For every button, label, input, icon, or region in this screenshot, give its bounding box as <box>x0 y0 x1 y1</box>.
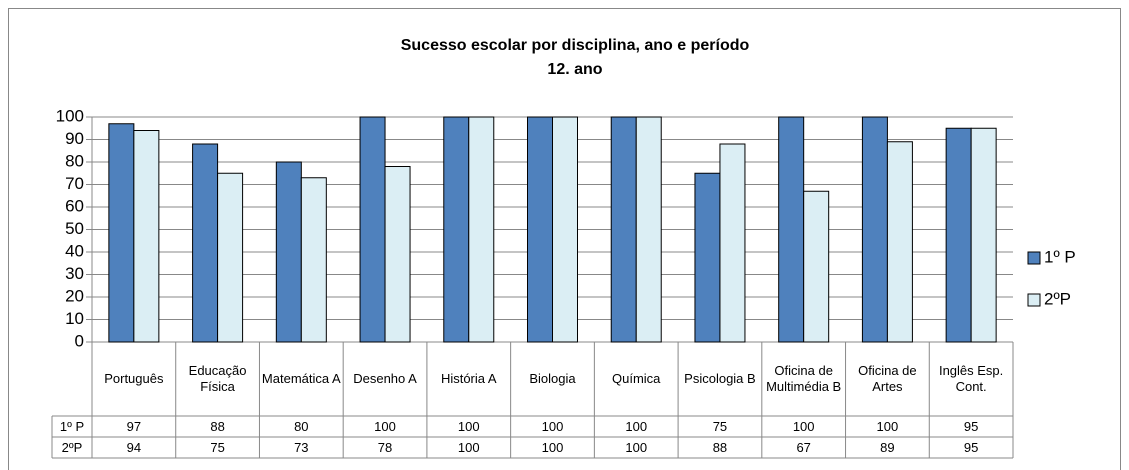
table-value: 100 <box>374 418 396 434</box>
table-value: 89 <box>880 439 895 455</box>
y-tick-label: 70 <box>65 174 84 193</box>
table-value: 67 <box>796 439 811 455</box>
bar <box>886 141 913 343</box>
y-tick-label: 0 <box>75 331 84 350</box>
table-value: 94 <box>126 439 142 455</box>
table-value: 80 <box>294 418 309 434</box>
bar <box>635 116 662 343</box>
bar <box>443 116 470 343</box>
table-value: 95 <box>963 439 979 455</box>
table-value: 88 <box>210 418 225 434</box>
table-value: 100 <box>457 418 480 434</box>
category-label: Matemática A <box>261 371 341 386</box>
legend-swatch <box>1027 293 1041 307</box>
bar <box>610 116 637 343</box>
category-label: Oficina de Multimédia B <box>766 363 842 394</box>
table-value: 88 <box>712 439 728 455</box>
bar <box>861 116 888 343</box>
bar <box>945 127 972 343</box>
y-tick-label: 40 <box>65 241 84 260</box>
bar <box>803 190 830 343</box>
bar <box>719 143 746 343</box>
bar <box>300 177 327 343</box>
category-label: Desenho A <box>353 371 417 386</box>
table-value: 100 <box>625 439 648 455</box>
legend-label: 2ºP <box>1044 289 1071 308</box>
bar <box>359 116 386 343</box>
table-value: 97 <box>126 418 142 434</box>
y-tick-label: 30 <box>65 264 84 283</box>
category-label: Português <box>104 371 164 386</box>
y-tick-label: 60 <box>65 196 84 215</box>
chart-subtitle: 12. ano <box>547 61 602 78</box>
table-value: 78 <box>377 439 393 455</box>
chart-title: Sucesso escolar por disciplina, ano e pe… <box>401 37 750 54</box>
legend-swatch <box>1027 251 1041 265</box>
row-label: 2ºP <box>61 439 83 455</box>
bar <box>108 123 135 343</box>
category-label: História A <box>440 371 497 386</box>
category-label: Oficina de Artes <box>858 363 917 394</box>
table-value: 100 <box>876 418 899 434</box>
y-tick-label: 90 <box>65 129 84 148</box>
bar <box>192 143 219 343</box>
table-value: 100 <box>541 418 564 434</box>
table-value: 73 <box>294 439 309 455</box>
category-label: Biologia <box>529 371 576 386</box>
category-label: Inglês Esp. Cont. <box>938 363 1004 394</box>
bar <box>217 172 244 343</box>
y-tick-label: 80 <box>65 151 84 170</box>
bar <box>527 116 553 343</box>
row-label: 1º P <box>59 418 85 434</box>
category-label: Química <box>612 371 661 386</box>
table-value: 75 <box>210 439 225 455</box>
bar <box>468 116 495 343</box>
y-tick-label: 10 <box>65 309 84 328</box>
table-value: 95 <box>963 418 979 434</box>
table-value: 75 <box>712 418 728 434</box>
bar <box>133 130 160 343</box>
bar <box>694 172 721 343</box>
category-label: Educação Física <box>188 363 247 394</box>
table-value: 100 <box>625 418 648 434</box>
bar <box>970 127 997 343</box>
bar <box>552 116 578 343</box>
y-tick-label: 100 <box>56 106 84 125</box>
table-value: 100 <box>457 439 480 455</box>
category-label: Psicologia B <box>684 371 756 386</box>
table-value: 100 <box>792 418 815 434</box>
bar <box>384 166 411 343</box>
bar <box>778 116 805 343</box>
y-tick-label: 20 <box>65 286 84 305</box>
legend-label: 1º P <box>1044 247 1076 266</box>
y-tick-label: 50 <box>65 219 84 238</box>
table-value: 100 <box>541 439 564 455</box>
bar <box>275 161 302 343</box>
